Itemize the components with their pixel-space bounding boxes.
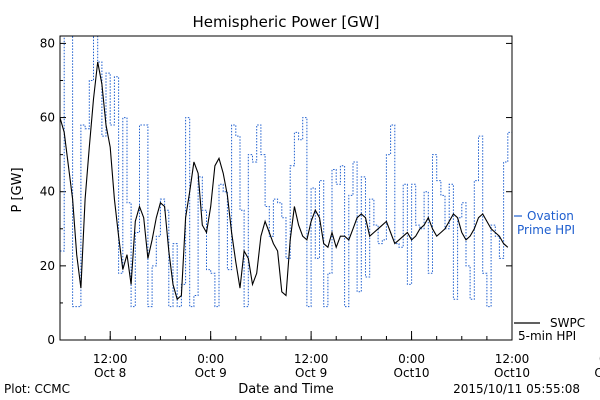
x-tick-label: Oct10 <box>394 366 430 380</box>
footer-timestamp: 2015/10/11 05:55:08 <box>453 382 580 396</box>
series-line-ovation-prime <box>60 35 512 308</box>
x-tick-label: 0:00 <box>398 352 425 366</box>
y-tick-label: 0 <box>47 333 55 347</box>
y-axis-label: P [GW] <box>10 167 25 212</box>
y-tick-label: 60 <box>40 111 55 125</box>
x-tick-label: Oct 9 <box>295 366 327 380</box>
y-tick-label: 20 <box>40 259 55 273</box>
series-layer <box>59 35 512 308</box>
series-line-swpc <box>59 61 509 301</box>
chart-title: Hemispheric Power [GW] <box>193 13 380 31</box>
x-axis-label: Date and Time <box>238 382 334 397</box>
x-tick-label: 12:00 <box>93 352 128 366</box>
legend-label-ovation-prime: Ovation <box>527 209 574 223</box>
x-tick-label: Oct10 <box>494 366 530 380</box>
y-tick-label: 80 <box>40 36 55 50</box>
x-tick-label: Oct 8 <box>94 366 126 380</box>
plot-frame <box>59 35 513 341</box>
x-tick-label: Oct 9 <box>195 366 227 380</box>
footer-plot-credit: Plot: CCMC <box>4 382 70 396</box>
x-tick-label: 12:00 <box>495 352 530 366</box>
legend-label-swpc: SWPC <box>550 316 585 330</box>
x-tick-label: Oct11 <box>594 366 600 380</box>
legend-label-swpc: 5-min HPI <box>518 329 576 343</box>
x-tick-label: 0:00 <box>599 352 600 366</box>
y-tick-label: 40 <box>40 185 55 199</box>
y-axis-ticks: 0 20 40 60 80 <box>40 36 512 347</box>
x-tick-label: 0:00 <box>197 352 224 366</box>
x-tick-label: 12:00 <box>294 352 329 366</box>
legend-label-ovation-prime: Prime HPI <box>517 223 575 237</box>
